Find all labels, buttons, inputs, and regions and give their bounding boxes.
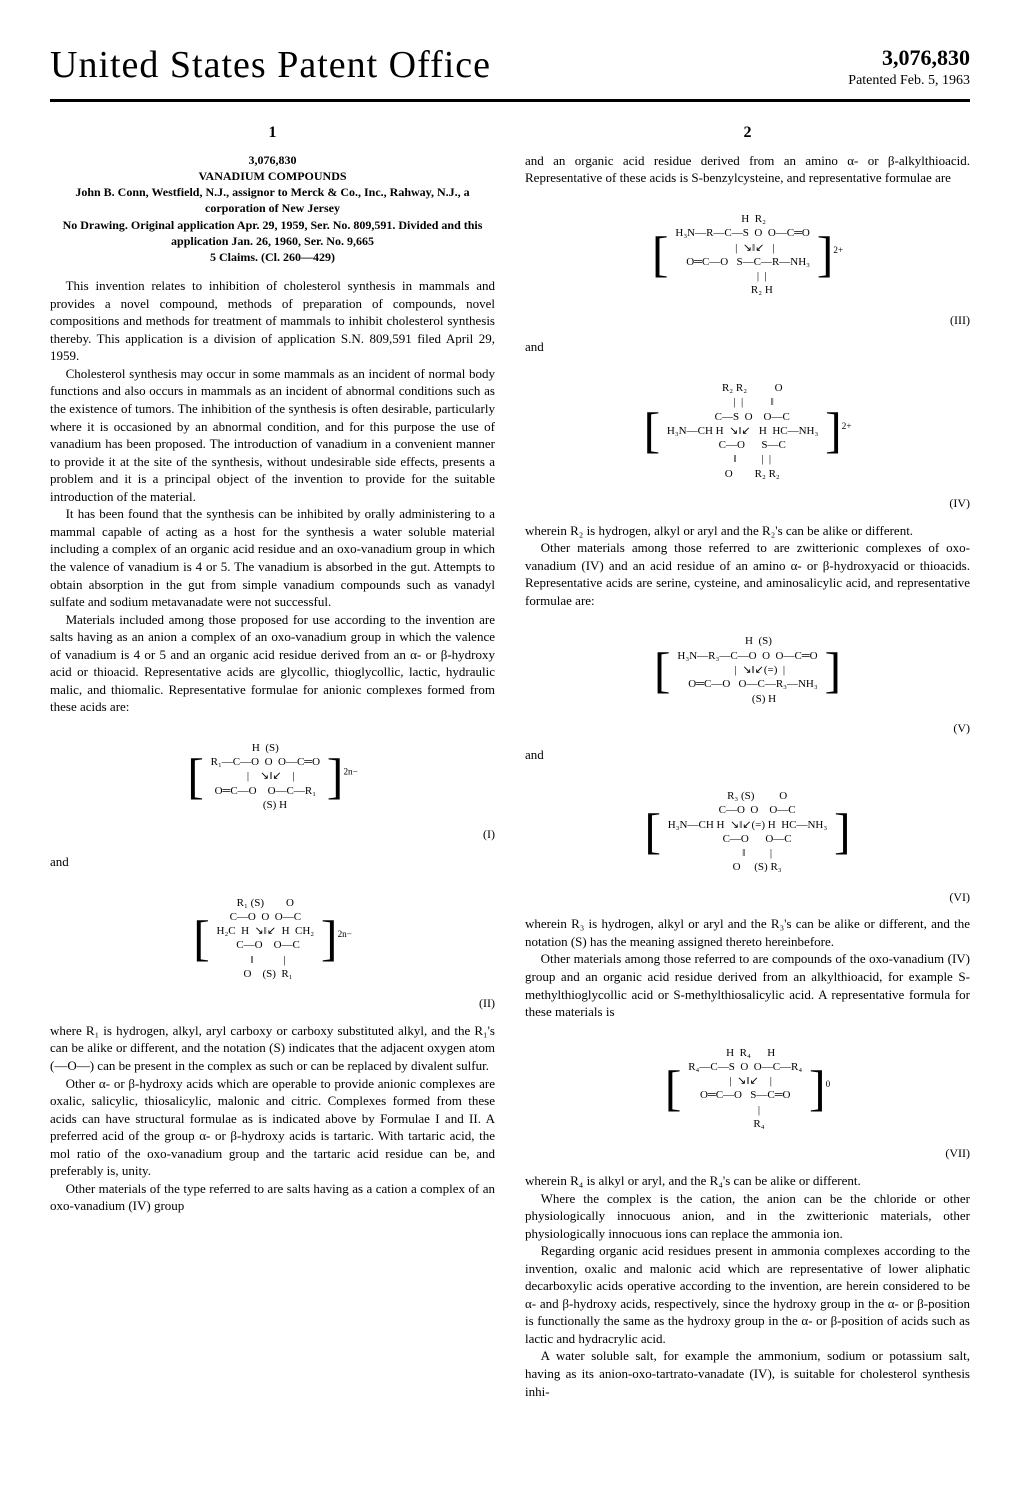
header-right: 3,076,830 Patented Feb. 5, 1963 [848,43,970,92]
col1-para-2: Cholesterol synthesis may occur in some … [50,365,495,505]
formula-7: [ H R₄ H R₄—C—S O O—C—R₄ | ↘‖↙ | O═C—O S… [525,1031,970,1162]
col1-para-6: Other α- or β-hydroxy acids which are op… [50,1075,495,1180]
office-title: United States Patent Office [50,40,491,91]
col2-and-1: and [525,338,970,356]
formula-3-label: (III) [950,313,970,329]
formula-3: [ H R₂ H₃N—R—C—S O O—C═O | ↘‖↙ | O═C—O S… [525,197,970,328]
col2-para-5: Other materials among those referred to … [525,950,970,1020]
formula-6: [ R₃ (S) O C—O O O—C H₃N—CH H ↘‖↙(=) H H… [525,774,970,905]
formula-7-label: (VII) [945,1146,970,1162]
patent-date: Patented Feb. 5, 1963 [848,72,970,91]
meta-title: VANADIUM COMPOUNDS [50,168,495,184]
column-2: 2 and an organic acid residue derived fr… [525,122,970,1400]
formula-1-label: (I) [483,827,495,843]
formula-6-content: R₃ (S) O C—O O O—C H₃N—CH H ↘‖↙(=) H HC—… [664,785,831,879]
formula-5-label: (V) [953,721,970,737]
col1-para-5: where R₁ is hydrogen, alkyl, aryl carbox… [50,1022,495,1075]
col2-para-9: A water soluble salt, for example the am… [525,1347,970,1400]
meta-number: 3,076,830 [50,152,495,168]
formula-1: [ H (S) R₁—C—O O O—C═O | ↘‖↙ | O═C—O O—C… [50,726,495,843]
formula-3-charge: 2+ [833,245,843,255]
formula-1-charge: 2n− [343,767,357,777]
col1-para-3: It has been found that the synthesis can… [50,505,495,610]
meta-claims: 5 Claims. (Cl. 260—429) [50,249,495,265]
formula-4-label: (IV) [949,496,970,512]
col2-para-8: Regarding organic acid residues present … [525,1242,970,1347]
patent-metadata: 3,076,830 VANADIUM COMPOUNDS John B. Con… [50,152,495,265]
col2-para-3: Other materials among those referred to … [525,539,970,609]
formula-5: [ H (S) H₃N—R₃—C—O O O—C═O | ↘‖↙(=) | O═… [525,619,970,736]
formula-3-content: H R₂ H₃N—R—C—S O O—C═O | ↘‖↙ | O═C—O S—C… [671,208,814,302]
formula-2-label: (II) [479,996,495,1012]
col1-and-1: and [50,853,495,871]
col2-number: 2 [525,122,970,144]
meta-filing: No Drawing. Original application Apr. 29… [50,217,495,249]
col2-and-2: and [525,746,970,764]
col2-para-7: Where the complex is the cation, the ani… [525,1190,970,1243]
col1-para-4: Materials included among those proposed … [50,611,495,716]
col2-para-1: and an organic acid residue derived from… [525,152,970,187]
col2-para-4: wherein R₃ is hydrogen, alkyl or aryl an… [525,915,970,950]
col1-para-7: Other materials of the type referred to … [50,1180,495,1215]
formula-5-content: H (S) H₃N—R₃—C—O O O—C═O | ↘‖↙(=) | O═C—… [673,630,821,709]
formula-6-label: (VI) [949,890,970,906]
two-column-layout: 1 3,076,830 VANADIUM COMPOUNDS John B. C… [50,122,970,1400]
meta-author: John B. Conn, Westfield, N.J., assignor … [50,184,495,216]
column-1: 1 3,076,830 VANADIUM COMPOUNDS John B. C… [50,122,495,1400]
col1-para-1: This invention relates to inhibition of … [50,277,495,365]
formula-4-content: R₂ R₂ O | | ‖ C—S O O—C H₃N—CH H ↘‖↙ H H… [663,377,822,485]
formula-4-charge: 2+ [842,421,852,431]
formula-4: [ R₂ R₂ O | | ‖ C—S O O—C H₃N—CH H ↘‖↙ H… [525,366,970,512]
formula-1-content: H (S) R₁—C—O O O—C═O | ↘‖↙ | O═C—O O—C—R… [207,737,324,816]
col1-number: 1 [50,122,495,144]
header-bar: United States Patent Office 3,076,830 Pa… [50,40,970,102]
patent-number-header: 3,076,830 [848,43,970,73]
formula-2: [ R₁ (S) O C—O O O—C H₂C H ↘‖↙ H CH₂ C—O… [50,881,495,1012]
col2-para-6: wherein R₄ is alkyl or aryl, and the R₄'… [525,1172,970,1190]
col2-para-2: wherein R₂ is hydrogen, alkyl or aryl an… [525,522,970,540]
formula-2-charge: 2n− [338,928,352,938]
formula-7-charge: 0 [826,1078,831,1088]
formula-2-content: R₁ (S) O C—O O O—C H₂C H ↘‖↙ H CH₂ C—O O… [213,892,319,986]
formula-7-content: H R₄ H R₄—C—S O O—C—R₄ | ↘‖↙ | O═C—O S—C… [684,1042,806,1136]
